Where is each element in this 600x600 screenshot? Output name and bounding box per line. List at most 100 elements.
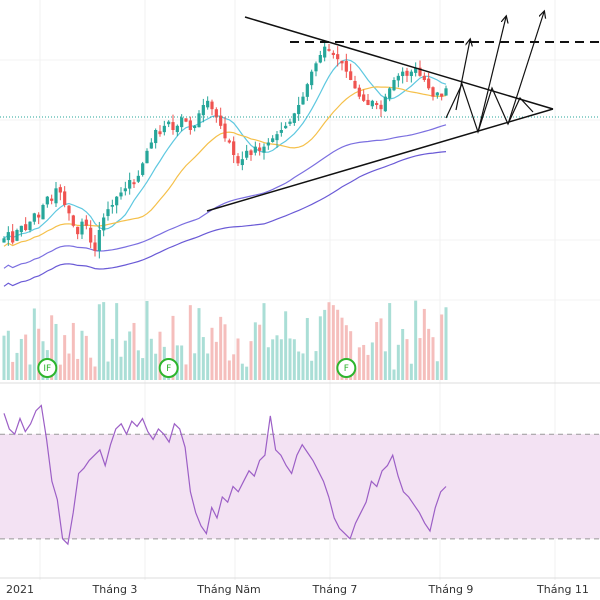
volume-bar bbox=[50, 315, 54, 380]
volume-bar bbox=[123, 340, 127, 380]
volume-bar bbox=[6, 330, 10, 380]
volume-bar bbox=[327, 302, 331, 380]
candle-body bbox=[305, 84, 309, 97]
volume-bar bbox=[128, 331, 132, 380]
candle-body bbox=[32, 213, 36, 222]
candle-body bbox=[24, 224, 28, 230]
volume-marker-circle[interactable] bbox=[336, 358, 357, 378]
candle-body bbox=[58, 187, 62, 193]
volume-bar bbox=[54, 323, 58, 380]
volume-bar bbox=[89, 357, 93, 380]
candle-body bbox=[63, 191, 67, 205]
volume-bar bbox=[19, 338, 23, 380]
candle-body bbox=[149, 142, 153, 149]
volume-bar bbox=[349, 331, 353, 380]
volume-marker-label: F bbox=[166, 364, 171, 374]
candle-body bbox=[258, 147, 262, 151]
volume-bar bbox=[214, 341, 218, 380]
volume-bar bbox=[314, 351, 318, 380]
volume-bar bbox=[279, 339, 283, 380]
volume-bar bbox=[97, 304, 101, 380]
candle-body bbox=[431, 87, 435, 97]
volume-bar bbox=[405, 339, 409, 380]
candle-body bbox=[336, 54, 340, 60]
volume-bar bbox=[110, 338, 114, 380]
candle-body bbox=[54, 188, 58, 204]
volume-bar bbox=[301, 353, 305, 380]
ma-slow-line-2 bbox=[3, 151, 447, 287]
volume-bar bbox=[318, 316, 322, 380]
candle-body bbox=[84, 219, 88, 226]
candle-body bbox=[353, 80, 357, 89]
candle-body bbox=[279, 130, 283, 133]
candle-body bbox=[171, 122, 175, 130]
candle-body bbox=[158, 131, 162, 135]
candle-body bbox=[362, 94, 366, 101]
volume-bar bbox=[193, 353, 197, 380]
volume-marker-circle[interactable] bbox=[158, 358, 179, 378]
volume-bar bbox=[297, 351, 301, 380]
volume-bar bbox=[401, 328, 405, 380]
volume-bar bbox=[353, 368, 357, 380]
volume-bar bbox=[362, 344, 366, 380]
volume-markers: IF F F bbox=[37, 358, 357, 378]
ma-slow-line-1 bbox=[3, 124, 447, 269]
candle-body bbox=[288, 121, 292, 124]
candle-body bbox=[249, 150, 253, 155]
candle-body bbox=[2, 238, 6, 243]
volume-bar bbox=[331, 305, 335, 380]
candle-body bbox=[232, 141, 236, 155]
volume-bar bbox=[422, 308, 426, 380]
candle-body bbox=[50, 198, 54, 201]
volume-bar bbox=[197, 308, 201, 380]
volume-bar bbox=[119, 356, 123, 380]
volume-bar bbox=[288, 338, 292, 380]
volume-bars bbox=[2, 300, 448, 380]
volume-bar bbox=[93, 366, 97, 380]
candle-body bbox=[318, 55, 322, 63]
candle-body bbox=[123, 188, 127, 192]
volume-bar bbox=[271, 339, 275, 380]
volume-bar bbox=[245, 366, 249, 380]
volume-bar bbox=[171, 315, 175, 380]
candle-body bbox=[19, 225, 23, 233]
x-tick-label: Tháng 7 bbox=[312, 583, 358, 596]
volume-bar bbox=[58, 364, 62, 380]
candle-body bbox=[214, 109, 218, 118]
candle-body bbox=[379, 104, 383, 110]
candle-body bbox=[340, 60, 344, 64]
volume-bar bbox=[232, 354, 236, 380]
volume-bar bbox=[396, 344, 400, 380]
volume-bar bbox=[63, 335, 67, 380]
candle-body bbox=[184, 118, 188, 122]
candle-body bbox=[119, 192, 123, 197]
volume-bar bbox=[375, 321, 379, 380]
volume-bar bbox=[340, 317, 344, 380]
candle-body bbox=[245, 150, 249, 158]
candle-body bbox=[6, 232, 10, 241]
candle-body bbox=[167, 121, 171, 125]
candle-body bbox=[210, 101, 214, 110]
volume-bar bbox=[292, 339, 296, 380]
volume-bar bbox=[106, 361, 110, 380]
volume-bar bbox=[2, 335, 6, 380]
candle-body bbox=[344, 60, 348, 72]
candle-body bbox=[331, 52, 335, 55]
candle-body bbox=[97, 230, 101, 252]
volume-bar bbox=[383, 351, 387, 380]
candle-body bbox=[115, 196, 119, 206]
candle-body bbox=[349, 71, 353, 80]
oscillator bbox=[3, 404, 447, 546]
candle-body bbox=[110, 205, 114, 207]
volume-bar bbox=[37, 328, 41, 380]
volume-bar bbox=[323, 309, 327, 380]
x-tick-label: Tháng Năm bbox=[196, 583, 261, 596]
volume-bar bbox=[249, 341, 253, 380]
candle-body bbox=[145, 150, 149, 164]
volume-marker-circle[interactable] bbox=[37, 358, 58, 378]
volume-marker-label: F bbox=[344, 364, 349, 374]
volume-bar bbox=[76, 358, 80, 380]
triangle-lower-line bbox=[206, 108, 554, 212]
volume-bar bbox=[379, 318, 383, 380]
